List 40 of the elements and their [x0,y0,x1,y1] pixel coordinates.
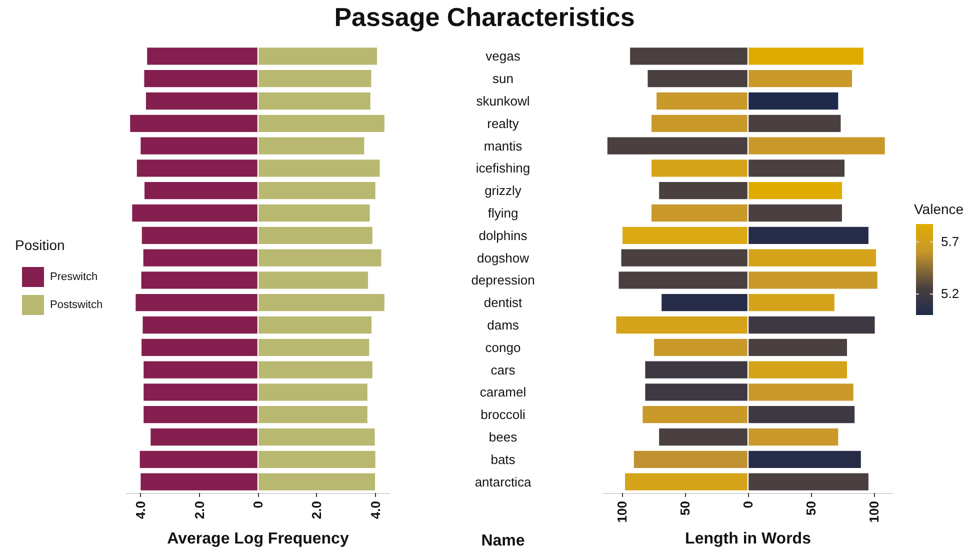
x-tick-label: 50 [677,501,692,516]
y-tick-label: icefishing [476,160,530,176]
y-tick-label: cars [490,362,516,378]
y-tick-label: bats [490,452,516,467]
y-tick-label: realty [487,116,520,131]
y-tick-label: dentist [484,295,523,310]
y-tick-label: dolphins [478,228,528,243]
color-bar-title: Valence [914,201,964,217]
y-tick-label: mantis [484,138,523,154]
x-tick-label: 100 [614,501,630,523]
y-tick-label: caramel [480,384,526,400]
y-tick-label: broccoli [480,407,526,422]
color-bar-label: 5.7 [941,234,960,249]
x-tick-label: 4.0 [133,501,148,520]
legend-label: Preswitch [50,271,98,283]
x-tick-label: 0 [250,501,266,508]
x-tick-label: 4.0 [368,501,383,520]
text: Name [481,532,525,550]
y-tick-label: grizzly [484,183,522,198]
x-tick-label: 0 [740,501,756,508]
legend-title: Position [15,237,65,253]
y-tick-label: bees [488,430,518,444]
x-tick-label: 100 [866,501,882,523]
y-tick-label: congo [485,340,521,355]
x-tick-label: 2.0 [192,501,207,520]
y-tick-label: sun [492,71,514,86]
y-tick-label: dams [487,318,520,332]
x-axis-title: Length in Words [685,530,812,548]
x-tick-label: 2.0 [309,501,324,520]
y-tick-label: skunkowl [476,94,530,108]
y-tick-label: depression [471,272,535,288]
y-tick-label: vegas [486,48,521,64]
y-tick-label: dogshow [476,250,530,266]
x-axis-title: Average Log Frequency [167,530,349,548]
text: Passage Characteristics [333,2,636,33]
x-tick-label: 50 [804,501,819,516]
color-bar-label: 5.2 [941,286,960,302]
legend-label: Postswitch [50,299,103,311]
y-tick-label: flying [488,206,518,220]
y-tick-label: antarctica [474,474,532,490]
